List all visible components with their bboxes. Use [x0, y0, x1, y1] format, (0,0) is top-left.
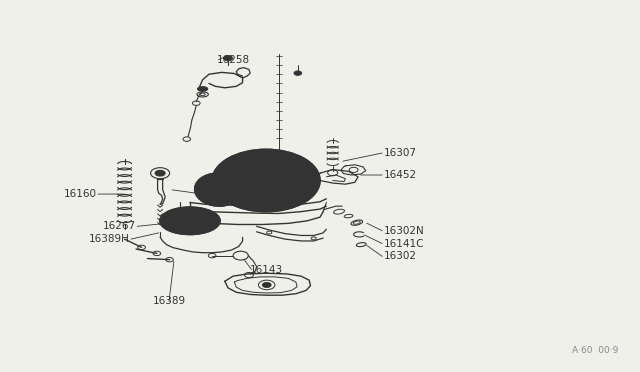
Text: 16302N: 16302N — [383, 226, 424, 236]
Text: 16389: 16389 — [152, 296, 186, 307]
Circle shape — [212, 149, 320, 212]
Text: 16160: 16160 — [63, 189, 97, 199]
Text: 16141C: 16141C — [383, 238, 424, 248]
Text: 16258: 16258 — [217, 55, 250, 65]
Circle shape — [223, 55, 232, 61]
Ellipse shape — [198, 87, 208, 91]
Text: 16302: 16302 — [383, 251, 417, 262]
Ellipse shape — [160, 207, 220, 235]
Text: 16182: 16182 — [205, 189, 237, 199]
Text: 16307: 16307 — [383, 148, 417, 158]
Circle shape — [262, 282, 271, 288]
Text: 16267: 16267 — [103, 221, 136, 231]
Circle shape — [294, 71, 301, 76]
Text: A·60  00·9: A·60 00·9 — [572, 346, 618, 355]
Circle shape — [155, 170, 165, 176]
Text: 16452: 16452 — [383, 170, 417, 180]
Text: 16389H: 16389H — [89, 234, 130, 244]
Text: 16143: 16143 — [250, 264, 284, 275]
Ellipse shape — [195, 173, 243, 206]
